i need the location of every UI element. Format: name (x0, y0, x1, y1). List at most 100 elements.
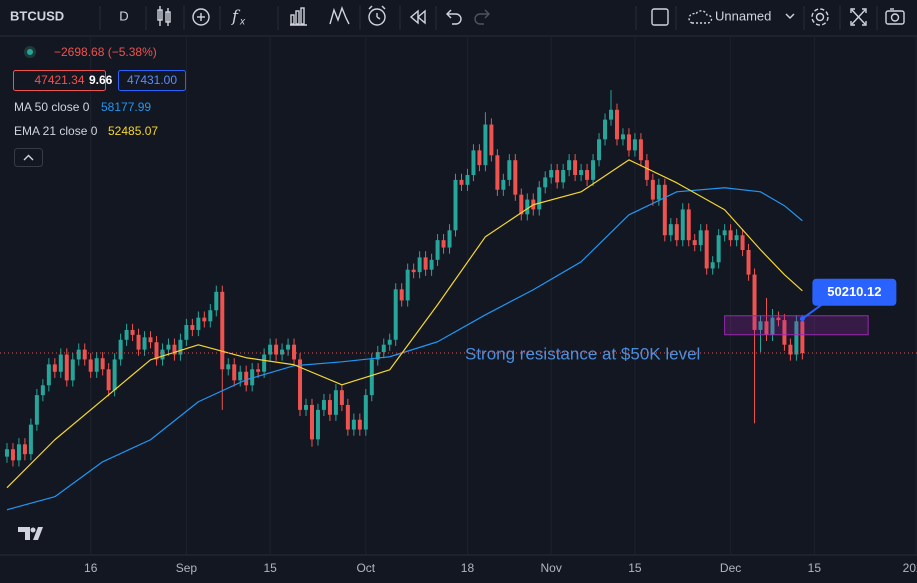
ema-value: 52485.07 (108, 124, 158, 138)
redo-icon[interactable] (474, 9, 490, 25)
candle-body (124, 329, 129, 340)
candle-body (537, 187, 542, 210)
candle-body (405, 269, 410, 301)
settings-icon[interactable] (811, 8, 829, 26)
x-tick-label: Sep (176, 561, 198, 575)
logo-part (30, 527, 36, 533)
candle-body (579, 170, 584, 175)
candle-body (106, 369, 111, 391)
candle-body (680, 209, 685, 241)
add-icon[interactable] (192, 8, 210, 26)
candle-body (435, 240, 440, 260)
candle-body (477, 150, 482, 166)
candle-body (46, 364, 51, 386)
candle-body (614, 109, 619, 140)
snapshot-icon[interactable] (885, 8, 905, 25)
alert-icon[interactable] (368, 5, 386, 26)
candle-body (214, 291, 219, 311)
candle-body (656, 184, 661, 200)
candle-body (620, 134, 625, 140)
collapse-button[interactable] (14, 148, 43, 167)
candle-body (34, 395, 39, 425)
fullscreen-icon[interactable] (850, 8, 867, 26)
candle-body (561, 170, 566, 183)
compare-icon[interactable] (290, 7, 307, 26)
templates-icon[interactable] (329, 5, 350, 25)
time-axis: 16 Sep 15 Oct 18 Nov 15 Dec 15 2022 (84, 561, 917, 575)
candle-body (746, 249, 751, 275)
ask-box[interactable] (118, 70, 186, 91)
candle-body (363, 395, 368, 430)
candle-body (220, 291, 225, 370)
candle-body (309, 404, 314, 440)
candle-body (142, 337, 147, 350)
candle-body (507, 160, 512, 180)
candle-body (668, 224, 673, 236)
resistance-zone (724, 315, 869, 336)
candle-body (423, 257, 428, 270)
indicator-line (6, 159, 803, 489)
candle-body (82, 349, 87, 360)
candle-body (321, 400, 326, 410)
layout-menu[interactable] (785, 13, 795, 19)
candle-body (609, 109, 613, 120)
candle-body (136, 334, 141, 350)
candle-body (280, 349, 285, 355)
candles-icon[interactable] (157, 6, 171, 26)
candle-body (770, 317, 775, 335)
candle-body (292, 344, 297, 360)
candle-body (555, 170, 560, 183)
candle-body (626, 134, 631, 151)
candle-body (148, 337, 153, 343)
undo-icon[interactable] (446, 9, 462, 25)
select-box[interactable] (651, 8, 669, 26)
candle-body (262, 354, 267, 372)
candle-body (632, 139, 637, 151)
candle-body (513, 160, 518, 195)
candle-body (274, 344, 279, 355)
candle-body (16, 444, 21, 461)
candle-body (489, 124, 494, 156)
candle-body (70, 359, 75, 381)
candle-body (130, 329, 135, 335)
change: −2698.68 (−5.38%) (54, 45, 157, 59)
candle-body (758, 321, 763, 330)
candle-body (471, 150, 476, 175)
candle-body (357, 419, 362, 430)
collapse-icon (23, 154, 34, 161)
interval[interactable]: D (119, 8, 128, 23)
candle-body (298, 359, 303, 410)
candle-body (728, 230, 733, 241)
candle-body (381, 344, 386, 353)
x-tick-label: Oct (356, 561, 375, 575)
candle-body (752, 274, 757, 330)
svg-text:f: f (231, 7, 241, 26)
candle-body (238, 371, 243, 381)
candle-body (650, 179, 655, 200)
candle-body (196, 317, 201, 330)
candle-body (100, 358, 105, 370)
candle-body (28, 424, 33, 455)
candle-body (333, 390, 338, 415)
layout-name[interactable]: Unnamed (715, 8, 771, 23)
symbol[interactable]: BTCUSD (10, 8, 64, 23)
status-dot (27, 49, 33, 55)
candle-body (58, 354, 63, 372)
candle-body (776, 317, 781, 321)
candle-body (585, 170, 590, 180)
replay-icon[interactable] (409, 9, 426, 25)
x-tick-label: 16 (84, 561, 98, 575)
candle-body (369, 359, 374, 396)
cloud-icon[interactable] (688, 10, 713, 24)
ma-value: 58177.99 (101, 100, 151, 114)
candle-body (399, 289, 404, 301)
candle-body (315, 409, 320, 440)
bid-box[interactable] (13, 70, 106, 91)
ask: 47431.00 (127, 73, 177, 87)
candle-body (244, 371, 249, 386)
candle-body (549, 170, 554, 178)
candle-body (591, 160, 596, 180)
